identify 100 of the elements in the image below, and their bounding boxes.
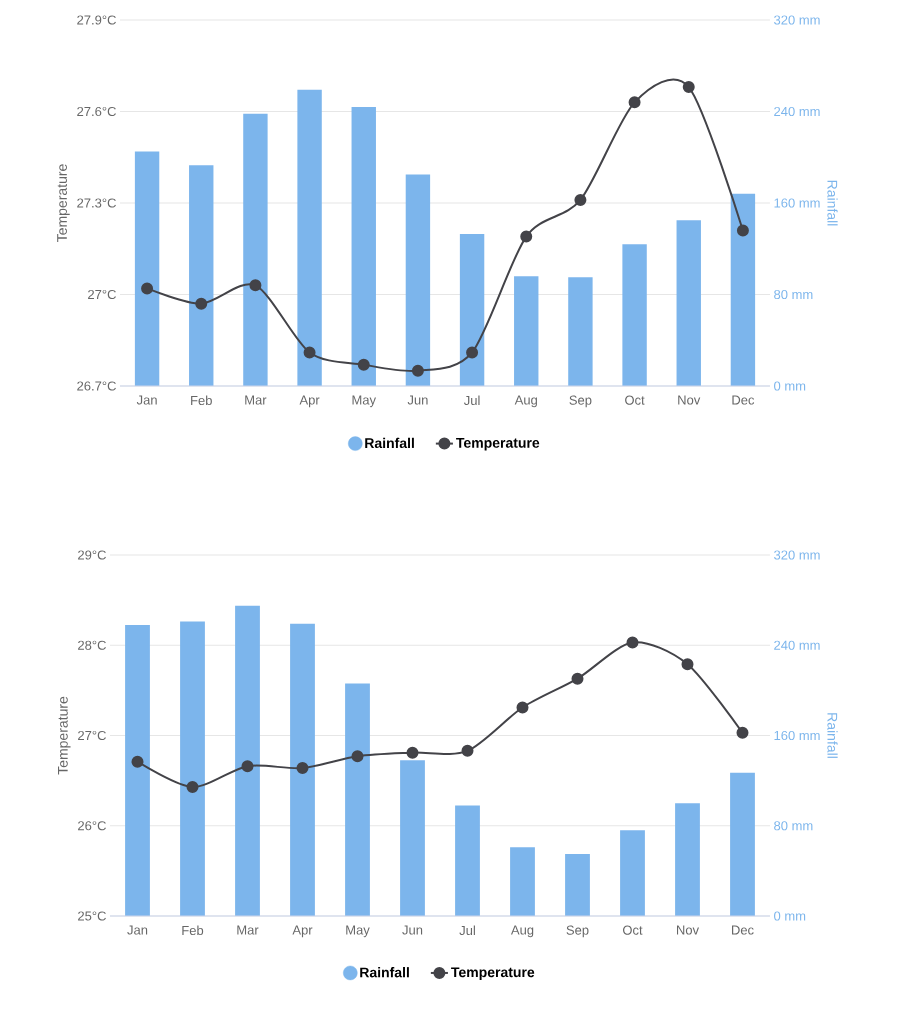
bar	[568, 277, 593, 386]
y2-tick-label: 80 mm	[774, 821, 813, 831]
point	[195, 297, 208, 310]
bar	[622, 244, 647, 386]
bar	[290, 623, 315, 916]
x-tick-label: Nov	[678, 395, 701, 405]
y2-axis-title: Rainfall	[827, 713, 838, 758]
x-tick-label: Aug	[510, 925, 534, 938]
point	[736, 726, 749, 739]
y-tick-label: 27.6°C	[77, 106, 116, 117]
x-tick-label: Jun	[407, 395, 428, 405]
x-tick-label: Dec	[732, 925, 754, 935]
point	[682, 81, 695, 94]
point	[249, 279, 262, 292]
bar	[675, 803, 700, 916]
bar	[676, 220, 701, 386]
point	[411, 364, 424, 377]
bar	[400, 760, 425, 916]
bar	[459, 233, 485, 386]
y-tick-label: 26.7°C	[77, 381, 116, 391]
x-tick-label: Jun	[402, 925, 423, 935]
bar	[514, 276, 539, 386]
bar	[510, 847, 535, 916]
y-tick-label: 27°C	[78, 730, 106, 741]
point	[681, 658, 694, 671]
x-tick-label: Jan	[136, 395, 157, 405]
point	[351, 750, 364, 763]
x-tick-label: Sep	[566, 925, 589, 938]
x-tick-label: May	[346, 925, 370, 938]
x-tick-label: Feb	[182, 925, 204, 936]
x-tick-label: Oct	[625, 395, 645, 405]
x-tick-label: Jul	[459, 925, 475, 936]
y-tick-label: 29°C	[78, 550, 106, 560]
y-tick-label: 27.3°C	[77, 198, 116, 208]
y-tick-label: 27°C	[88, 289, 116, 300]
point	[303, 346, 316, 359]
x-tick-label: Feb	[191, 395, 212, 406]
y2-tick-label: 160 mm	[774, 730, 820, 741]
bar	[235, 605, 260, 916]
point	[628, 96, 641, 109]
bar	[730, 193, 756, 386]
bar	[565, 853, 590, 916]
y2-tick-label: 240 mm	[774, 640, 820, 650]
bar	[125, 624, 150, 916]
x-tick-label: Mar	[237, 925, 259, 935]
y2-tick-label: 0 mm	[774, 911, 806, 921]
x-tick-label: Dec	[732, 395, 755, 405]
point	[516, 701, 529, 714]
point	[406, 746, 419, 759]
y-tick-label: 25°C	[78, 911, 106, 921]
legend-label: Rainfall	[365, 437, 414, 449]
x-tick-label: Apr	[292, 925, 313, 938]
y2-tick-label: 240 mm	[774, 106, 820, 117]
y-axis-title: Temperature	[58, 696, 71, 775]
bar	[620, 830, 645, 916]
bar	[189, 165, 214, 386]
bar	[351, 106, 376, 386]
x-tick-label: Sep	[569, 395, 592, 408]
bar	[297, 89, 322, 386]
bar	[345, 683, 370, 916]
x-tick-label: Jul	[463, 395, 480, 406]
bar	[134, 151, 160, 386]
bar	[405, 174, 431, 386]
x-tick-label: Jan	[127, 925, 148, 935]
point	[141, 282, 154, 295]
legend-label: Temperature	[456, 438, 540, 451]
bar	[730, 772, 755, 916]
point	[466, 346, 479, 359]
point	[574, 193, 587, 206]
y2-tick-label: 320 mm	[774, 550, 820, 560]
bar	[455, 805, 480, 916]
x-tick-label: Apr	[299, 395, 320, 408]
x-tick-label: Oct	[623, 925, 643, 935]
point	[461, 744, 474, 757]
point	[186, 780, 199, 793]
y2-tick-label: 320 mm	[774, 15, 820, 25]
y-tick-label: 27.9°C	[77, 15, 116, 25]
legend-label: Temperature	[451, 967, 535, 980]
point	[296, 761, 309, 774]
bar	[180, 621, 205, 916]
y-tick-label: 26°C	[78, 821, 106, 831]
x-tick-label: Mar	[245, 395, 267, 405]
point	[571, 672, 584, 685]
y2-axis-title: Rainfall	[827, 180, 838, 226]
point	[241, 760, 254, 773]
point	[520, 230, 533, 243]
point	[736, 224, 749, 237]
y2-tick-label: 80 mm	[774, 289, 813, 300]
y-tick-label: 28°C	[78, 640, 106, 650]
y2-tick-label: 160 mm	[774, 198, 820, 208]
point	[626, 636, 639, 649]
legend-label: Rainfall	[360, 967, 409, 978]
y2-tick-label: 0 mm	[774, 381, 806, 391]
x-tick-label: Aug	[514, 395, 537, 408]
x-tick-label: Nov	[677, 925, 700, 935]
point	[131, 755, 144, 768]
y-axis-title: Temperature	[57, 164, 70, 242]
bar	[243, 113, 268, 386]
x-tick-label: May	[352, 395, 376, 408]
point	[357, 358, 370, 371]
